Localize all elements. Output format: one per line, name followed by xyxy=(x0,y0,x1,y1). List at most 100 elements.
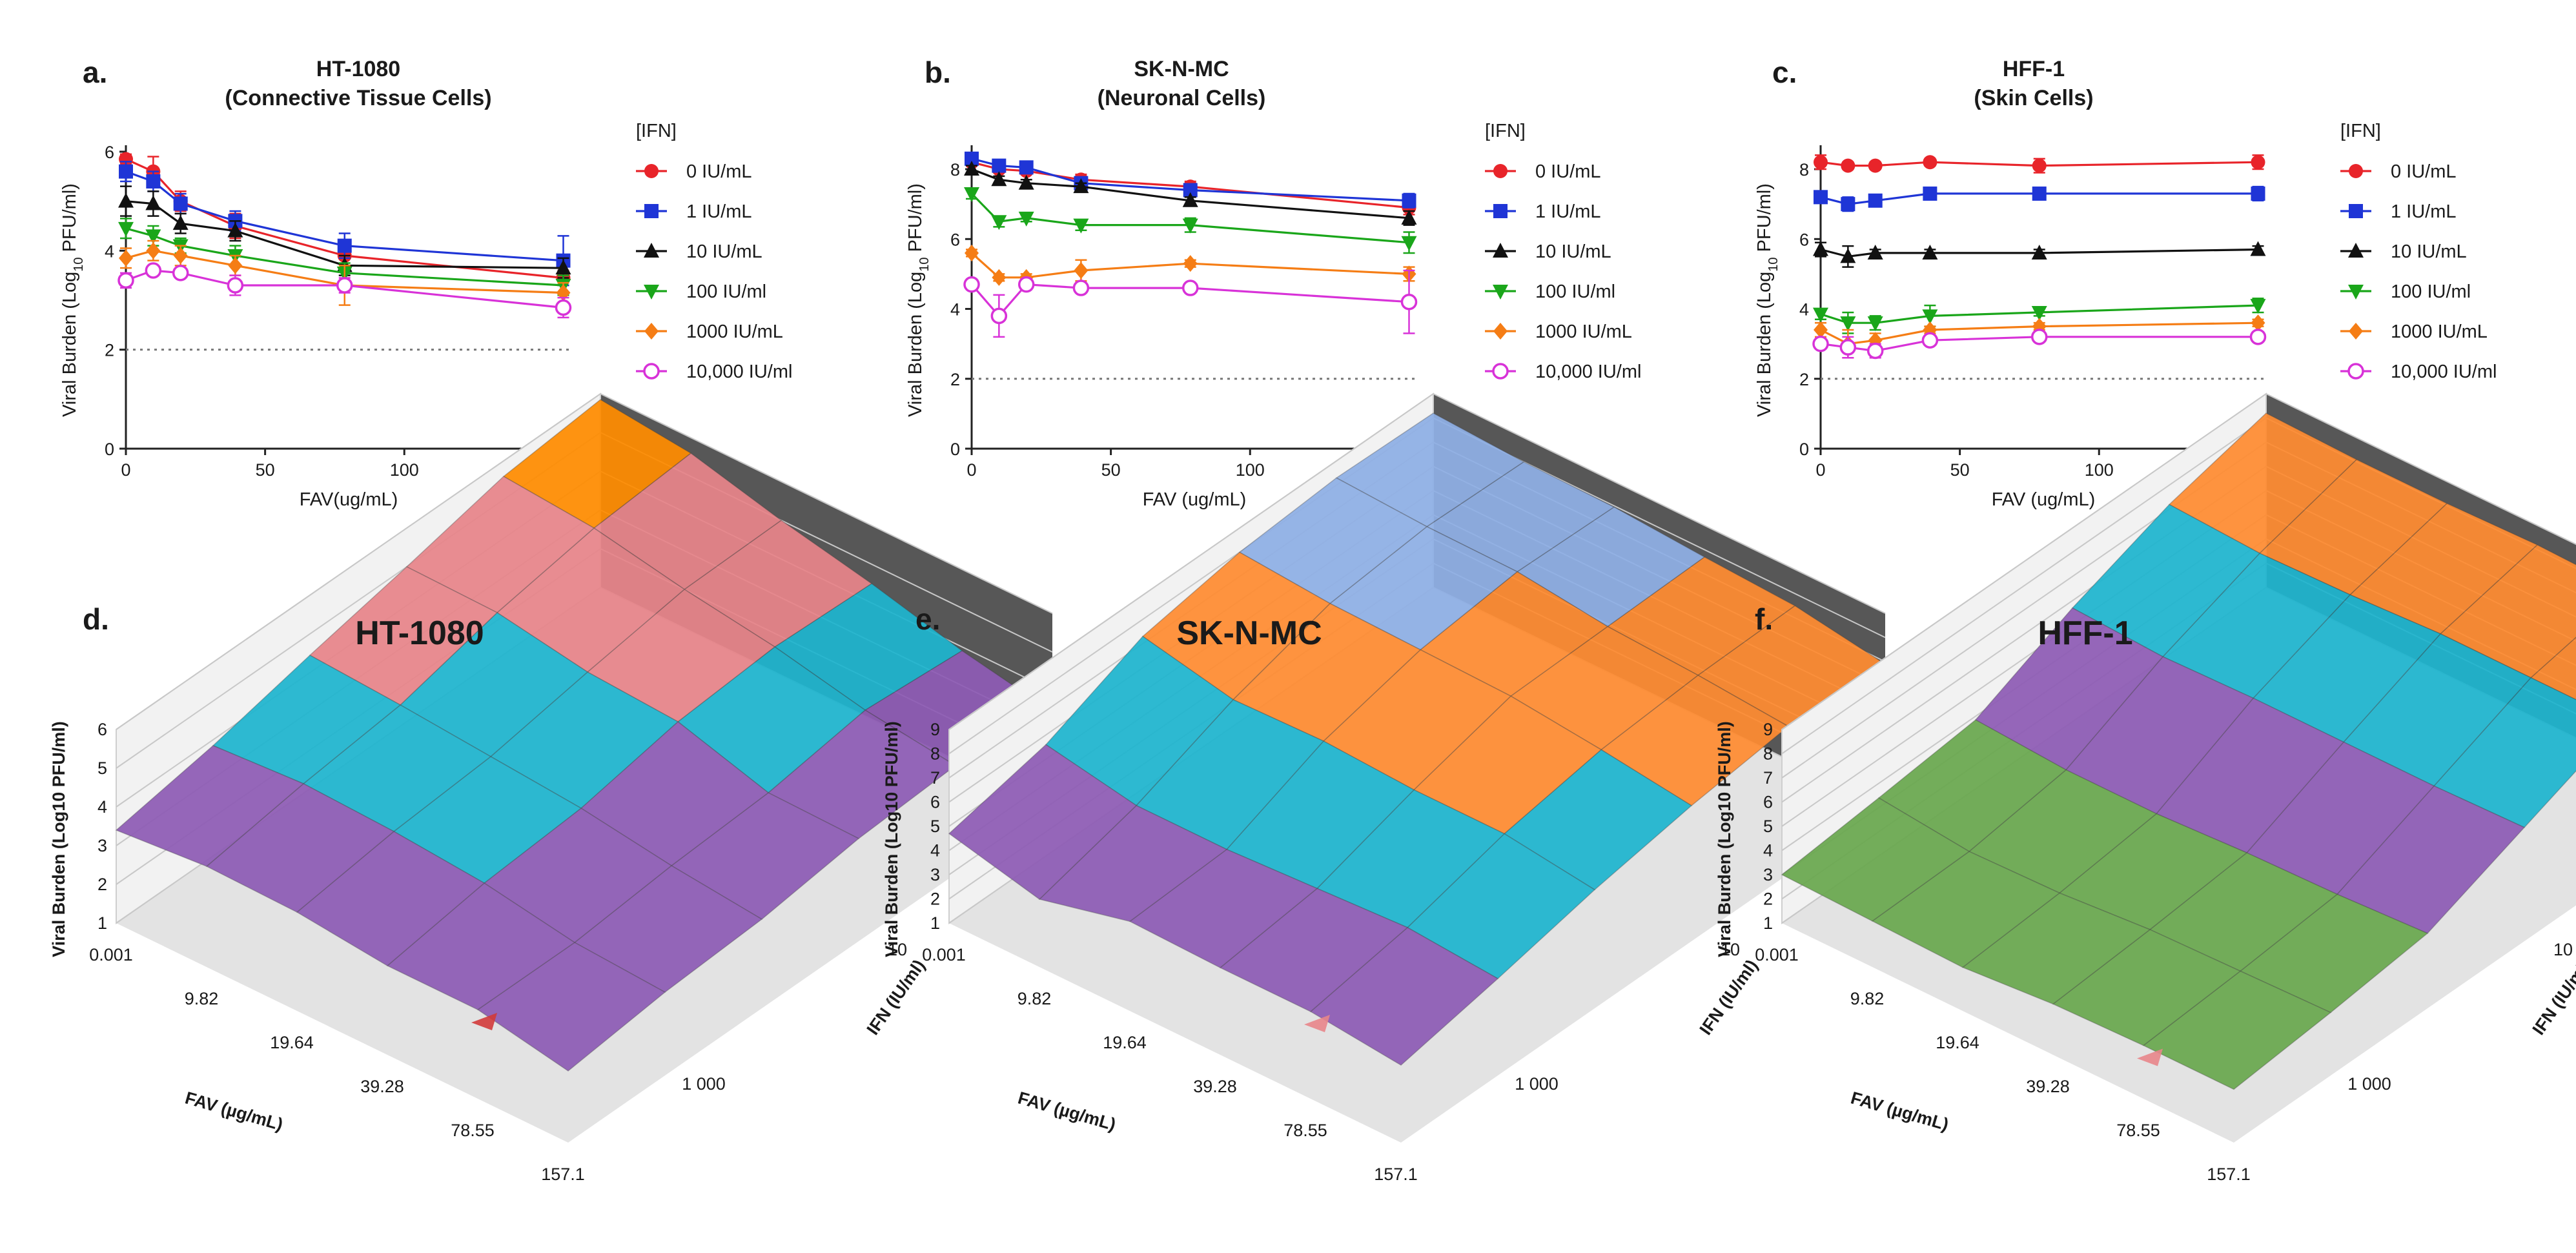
data-point xyxy=(145,229,161,245)
legend-marker xyxy=(1493,243,1508,258)
data-point xyxy=(2251,155,2265,170)
legend-marker xyxy=(2348,285,2364,300)
data-point xyxy=(963,276,980,293)
z-tick-label: 8 xyxy=(1763,744,1773,764)
data-point xyxy=(965,244,979,261)
legend-title: [IFN] xyxy=(1485,121,1526,141)
x-tick-label: 50 xyxy=(256,460,275,480)
x-axis-label: FAV (µg/mL) xyxy=(1016,1088,1118,1134)
data-point xyxy=(119,164,134,179)
y-axis-label-part: Viral Burden (Log xyxy=(1754,272,1775,417)
surface-facet xyxy=(205,783,395,913)
ifn-tick-label: 1 000 xyxy=(2347,1074,2391,1094)
z-tick-label: 4 xyxy=(97,797,107,817)
data-point xyxy=(146,242,161,260)
data-point xyxy=(1814,321,1828,338)
data-point xyxy=(2031,305,2047,321)
series-line xyxy=(125,200,564,269)
surface-facet xyxy=(476,942,666,1072)
legend-marker xyxy=(2348,243,2364,258)
x-tick-label: 100 xyxy=(2085,460,2114,480)
data-point xyxy=(1921,332,1939,349)
data-point xyxy=(2250,299,2266,314)
data-point xyxy=(119,249,134,267)
data-point xyxy=(2032,318,2047,335)
line-chart-panel: a. HT-1080 (Connective Tissue Cells) 0 2 4 6 0 5… xyxy=(59,56,792,510)
line-chart-panel: b.SK-N-MC(Neuronal Cells)02468050100150F… xyxy=(905,56,1641,510)
data-point xyxy=(119,152,134,167)
data-point xyxy=(172,215,189,230)
z-gridline xyxy=(116,392,1053,730)
legend-marker xyxy=(643,363,660,380)
chart-title: HT-1080 xyxy=(316,57,400,81)
x-axis-label: FAV (µg/mL) xyxy=(1848,1088,1950,1134)
legend-label: 100 IU/ml xyxy=(2391,281,2471,302)
data-point xyxy=(1814,155,1828,170)
x-axis-label: FAV (ug/mL) xyxy=(1992,489,2096,510)
panel-letter: f. xyxy=(1755,602,1773,636)
data-point xyxy=(1074,262,1089,279)
data-point xyxy=(2032,158,2047,173)
data-point xyxy=(145,195,161,210)
fav-tick-label: 39.28 xyxy=(360,1077,404,1096)
series-2 xyxy=(964,161,1417,226)
data-point xyxy=(227,277,244,294)
accent-facet xyxy=(2137,1048,2163,1066)
z-tick-label: 1 xyxy=(97,913,107,933)
z-tick-label: 3 xyxy=(930,865,940,884)
y-axis-label: Viral Burden (Log10 PFU/ml) xyxy=(1754,183,1781,417)
y-tick-label: 8 xyxy=(950,160,960,179)
y-axis-label-subscript: 10 xyxy=(1766,257,1781,271)
z-gridline xyxy=(1781,392,2576,730)
legend-label: 100 IU/ml xyxy=(1535,281,1615,302)
y-axis-label: Viral Burden (Log10 PFU/ml) xyxy=(905,183,932,417)
legend-label: 1 IU/mL xyxy=(1535,201,1601,222)
data-point xyxy=(1814,190,1828,205)
y-tick-label: 0 xyxy=(1799,440,1809,459)
data-point xyxy=(1923,155,1937,170)
data-point xyxy=(1018,174,1034,190)
fav-tick-label: 78.55 xyxy=(2116,1121,2160,1140)
z-tick-label: 6 xyxy=(930,793,940,812)
data-point xyxy=(227,222,243,238)
fav-tick-label: 19.64 xyxy=(1103,1033,1147,1052)
surface-chart-panel: 1 2 3 4 5 6 7 8 9 0.001 9.82 19.64 39.28 78.55 157.1 0 1… xyxy=(882,392,1929,1184)
series-line xyxy=(971,168,1409,219)
data-point xyxy=(336,277,353,294)
data-point xyxy=(1073,218,1089,234)
legend-marker xyxy=(1493,204,1508,218)
data-point xyxy=(2251,314,2265,332)
legend-label: 100 IU/ml xyxy=(686,281,766,302)
surface-facet xyxy=(115,745,305,867)
z-tick-label: 6 xyxy=(97,720,107,739)
z-tick-label: 4 xyxy=(930,841,940,861)
data-point xyxy=(1866,342,1884,360)
y-axis-label: IFN (IU/ml) xyxy=(2529,956,2576,1039)
data-point xyxy=(1183,255,1198,272)
accent-facet xyxy=(1304,1015,1330,1032)
data-point xyxy=(1402,193,1416,208)
fav-tick-label: 78.55 xyxy=(451,1121,495,1140)
fav-tick-label: 0.001 xyxy=(1755,945,1799,964)
surface-chart-panel: 1 2 3 4 5 6 7 8 9 0.001 9.82 19.64 39.28 78.55 157.1 0 1… xyxy=(1715,392,2576,1184)
data-point xyxy=(1867,244,1883,260)
data-point xyxy=(1812,335,1829,352)
z-tick-label: 5 xyxy=(1763,817,1773,836)
legend-label: 1000 IU/mL xyxy=(1535,321,1632,342)
data-point xyxy=(1017,276,1035,293)
series-5 xyxy=(963,269,1418,338)
z-tick-label: 7 xyxy=(930,768,940,788)
data-point xyxy=(1841,197,1855,212)
data-point xyxy=(2030,329,2048,345)
y-axis-label-part: Viral Burden (Log xyxy=(905,272,926,417)
surface-facet xyxy=(1129,848,1318,968)
panel-letter: d. xyxy=(83,602,109,636)
data-point xyxy=(1840,248,1856,263)
z-tick-label: 5 xyxy=(97,759,107,778)
data-point xyxy=(555,260,571,275)
data-point xyxy=(1182,192,1198,207)
data-point xyxy=(2251,186,2265,201)
z-tick-label: 2 xyxy=(930,890,940,909)
fav-tick-label: 0.001 xyxy=(922,945,966,964)
y-axis-label-subscript: 10 xyxy=(917,257,932,271)
